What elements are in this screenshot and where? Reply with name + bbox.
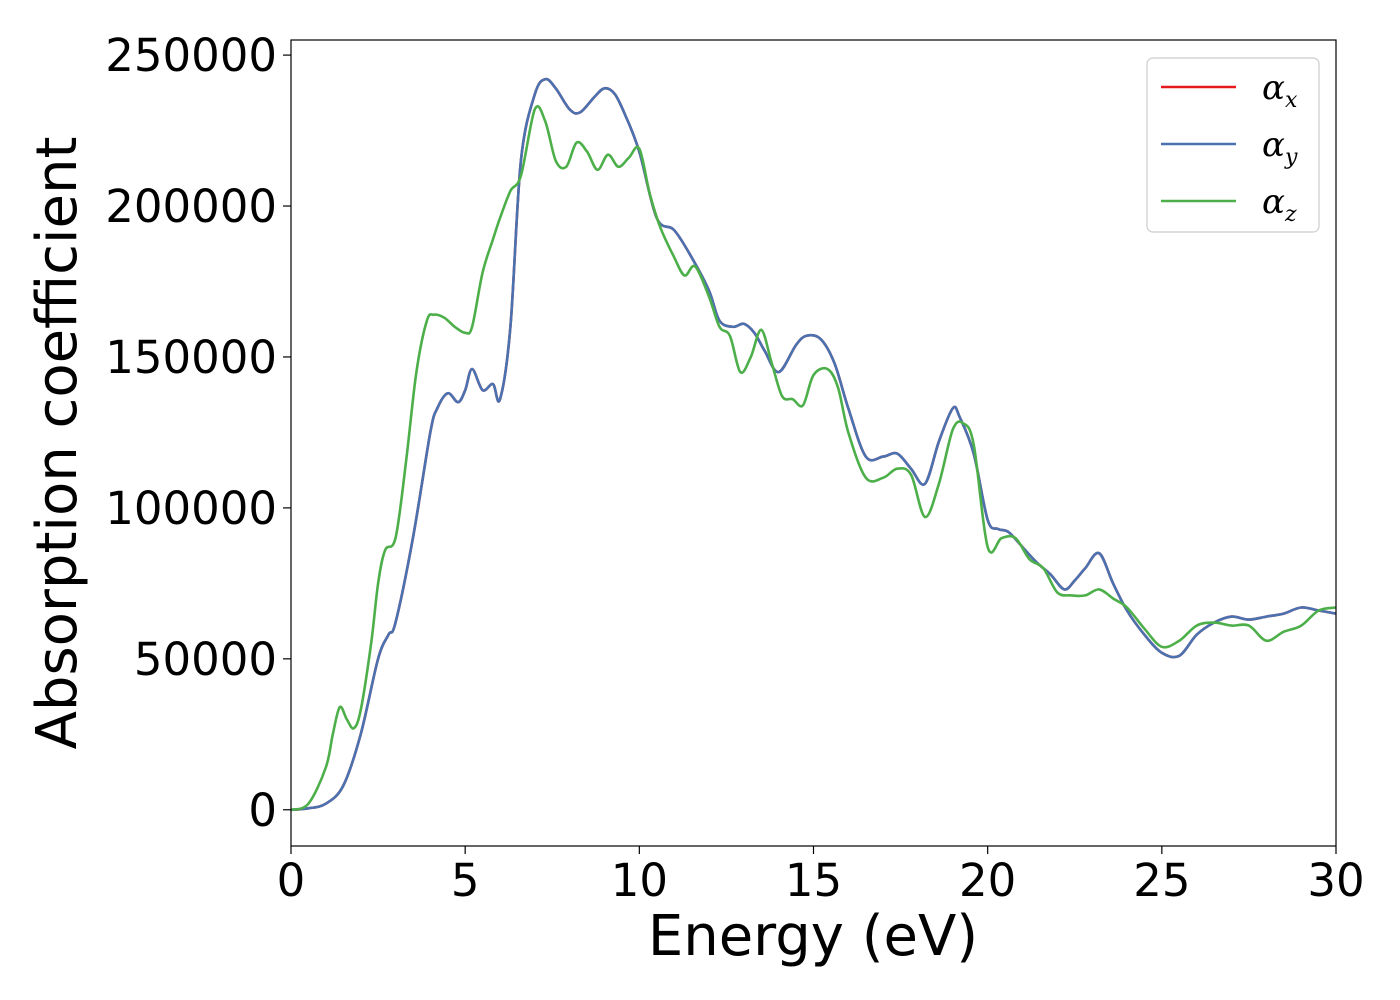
x-tick-label: 15 [785, 854, 842, 907]
legend-label-x: αx [1262, 68, 1298, 113]
y-tick-label: 50000 [134, 633, 277, 686]
x-axis-title: Energy (eV) [648, 904, 978, 969]
y-tick-label: 100000 [105, 482, 277, 535]
x-tick-label: 20 [959, 854, 1016, 907]
y-tick-label: 0 [248, 784, 277, 837]
y-tick-label: 250000 [105, 29, 277, 82]
y-tick-label: 200000 [105, 180, 277, 233]
y-tick-label: 150000 [105, 331, 277, 384]
y-axis-title: Absorption coefficient [25, 137, 90, 750]
series-line-y [290, 77, 1337, 812]
x-axis-ticks: 0 5 10 15 20 25 30 [277, 846, 1365, 907]
x-tick-label: 10 [611, 854, 668, 907]
legend-label-y: αy [1262, 125, 1298, 170]
legend-label-z: αz [1262, 182, 1297, 227]
x-tick-label: 25 [1133, 854, 1190, 907]
x-tick-label: 30 [1307, 854, 1364, 907]
series-line-z [290, 104, 1337, 812]
y-axis-ticks: 0 50000 100000 150000 200000 250000 [105, 29, 291, 837]
plot-lines [290, 77, 1337, 812]
legend-entries: αx αy αz [1161, 68, 1298, 227]
legend: αx αy αz [1146, 57, 1320, 233]
x-tick-label: 5 [451, 854, 480, 907]
x-tick-label: 0 [277, 854, 306, 907]
